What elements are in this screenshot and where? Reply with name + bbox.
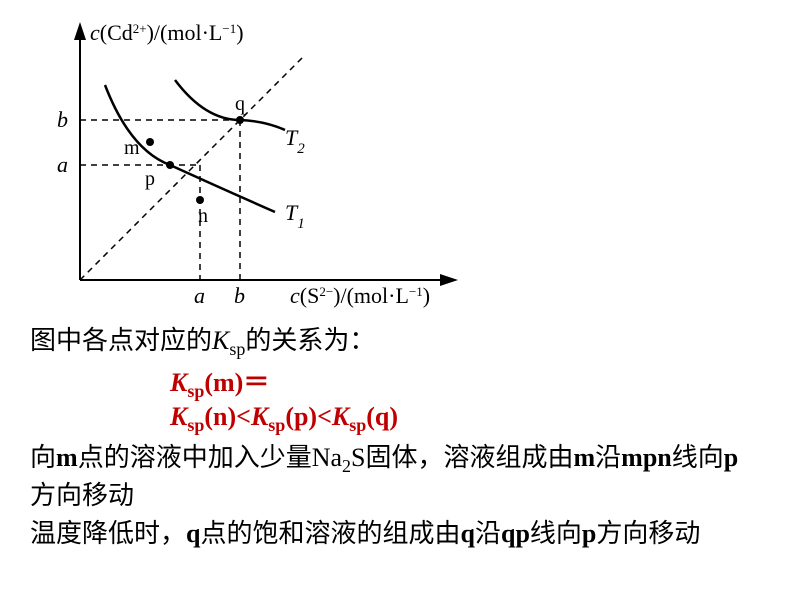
- k-symbol: K: [212, 326, 229, 355]
- para-temperature: 温度降低时，q点的饱和溶液的组成由q沿qp线向p方向移动: [30, 516, 760, 551]
- dash-diagonal: [80, 55, 305, 280]
- x-axis-label: c(S2−)/(mol·L−1): [290, 283, 430, 308]
- red-line-2: Ksp(n)<Ksp(p)<Ksp(q): [170, 402, 760, 436]
- label-q: q: [235, 93, 245, 115]
- curve-label-t1: T1: [285, 200, 305, 232]
- red-line-1: Ksp(m)＝: [170, 368, 760, 402]
- curve-label-t2: T2: [285, 125, 305, 157]
- x-tick-b: b: [234, 283, 245, 308]
- ksp-relation-red: Ksp(m)＝ Ksp(n)<Ksp(p)<Ksp(q): [170, 368, 760, 436]
- curve-t2: [175, 80, 285, 130]
- txt: 的关系为：: [245, 326, 375, 355]
- point-m: [146, 138, 154, 146]
- y-tick-a: a: [57, 152, 68, 177]
- y-tick-b: b: [57, 107, 68, 132]
- label-m: m: [124, 137, 140, 159]
- line-relation-intro: 图中各点对应的Ksp的关系为：: [30, 320, 760, 360]
- solubility-chart: c(Cd2+)/(mol·L−1) c(S2−)/(mol·L−1) a b a…: [30, 10, 480, 310]
- y-axis-label: c(Cd2+)/(mol·L−1): [90, 20, 244, 45]
- point-q: [236, 116, 244, 124]
- label-n: n: [198, 205, 208, 227]
- label-p: p: [145, 168, 155, 190]
- point-p: [166, 161, 174, 169]
- txt: 图中各点对应的: [30, 326, 212, 355]
- text-content: 图中各点对应的Ksp的关系为： Ksp(m)＝ Ksp(n)<Ksp(p)<Ks…: [30, 320, 760, 553]
- x-tick-a: a: [194, 283, 205, 308]
- sp-sub: sp: [229, 339, 245, 359]
- chart-svg: c(Cd2+)/(mol·L−1) c(S2−)/(mol·L−1) a b a…: [30, 10, 480, 310]
- para-na2s: 向m点的溶液中加入少量Na2S固体，溶液组成由m沿mpn线向p方向移动: [30, 440, 760, 514]
- point-n: [196, 196, 204, 204]
